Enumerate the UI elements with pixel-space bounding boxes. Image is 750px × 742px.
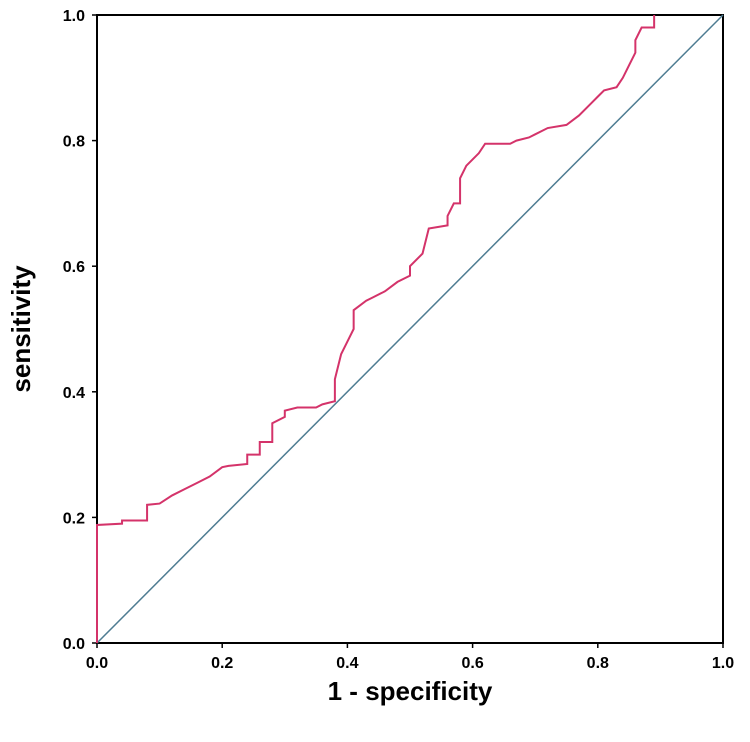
x-tick-label: 0.4: [336, 655, 358, 672]
y-tick-label: 0.2: [63, 510, 85, 527]
x-tick-label: 0.2: [211, 655, 233, 672]
y-tick-label: 1.0: [63, 8, 85, 25]
x-axis-ticks: 0.0 0.2 0.4 0.6 0.8 1.0: [86, 643, 734, 672]
roc-curve-line: [96, 15, 656, 643]
x-tick-label: 0.8: [587, 655, 609, 672]
x-tick-label: 0.0: [86, 655, 108, 672]
y-tick-label: 0.8: [63, 134, 85, 151]
y-tick-label: 0.6: [63, 259, 85, 276]
y-axis-ticks: 0.0 0.2 0.4 0.6 0.8 1.0: [63, 8, 97, 653]
x-axis-title: 1 - specificity: [328, 676, 493, 706]
y-tick-label: 0.4: [63, 385, 85, 402]
y-tick-label: 0.0: [63, 636, 85, 653]
x-tick-label: 0.6: [461, 655, 483, 672]
reference-diagonal-line: [96, 14, 724, 644]
y-axis-title: sensitivity: [6, 265, 36, 393]
x-tick-label: 1.0: [712, 655, 734, 672]
series-layer: [96, 14, 724, 644]
